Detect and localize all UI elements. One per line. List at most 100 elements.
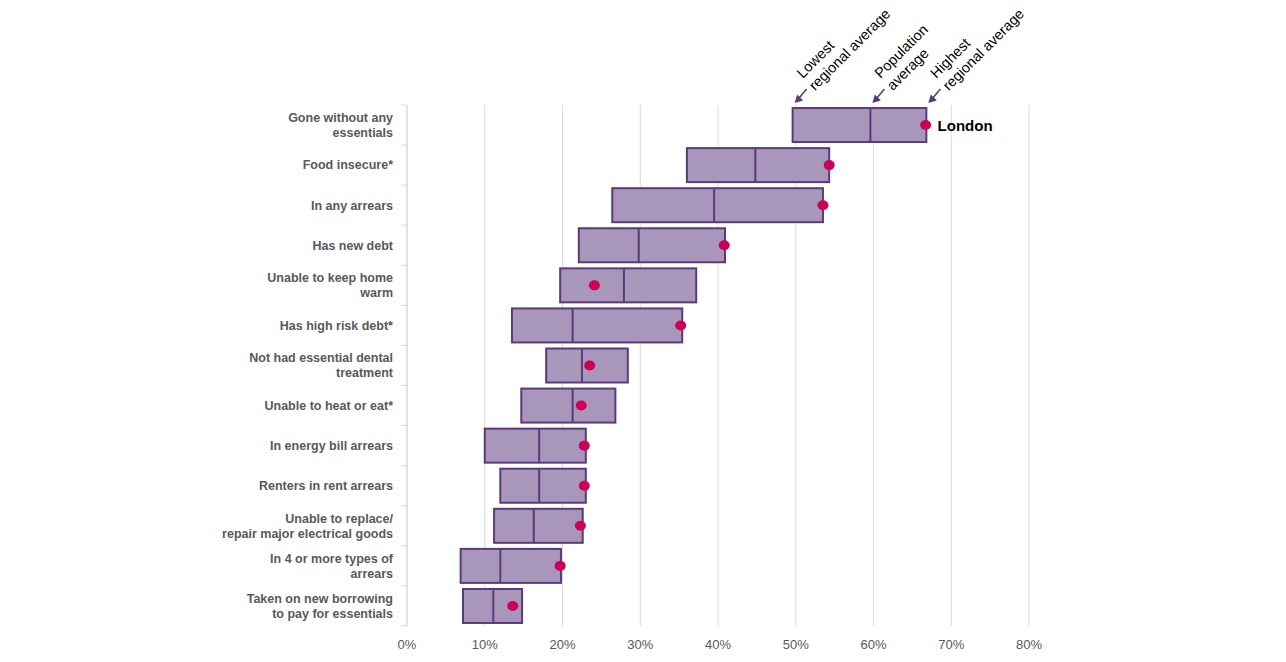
london-point xyxy=(675,320,686,330)
average-line xyxy=(572,389,574,423)
category-label: Not had essential dentaltreatment xyxy=(249,351,394,380)
category-label-line: to pay for essentials xyxy=(272,607,393,621)
category-label-line: repair major electrical goods xyxy=(222,527,393,541)
category-label: Renters in rent arrears xyxy=(259,479,393,493)
grid-line xyxy=(640,105,641,626)
category-tick xyxy=(401,225,407,226)
category-tick xyxy=(401,585,407,586)
london-point xyxy=(576,401,587,411)
range-box xyxy=(461,549,561,583)
london-point xyxy=(824,160,835,170)
category-label: In 4 or more types ofarrears xyxy=(270,552,394,581)
annotation: Populationaverage xyxy=(871,21,943,93)
range-box xyxy=(485,429,586,463)
average-line xyxy=(492,589,494,623)
category-label-line: arrears xyxy=(351,567,393,581)
category-tick xyxy=(401,185,407,186)
category-label: In energy bill arrears xyxy=(270,439,393,453)
range-box xyxy=(512,308,682,342)
london-point xyxy=(920,120,931,130)
range-box xyxy=(494,509,583,543)
category-tick xyxy=(401,626,407,627)
category-tick xyxy=(401,145,407,146)
category-label-line: In energy bill arrears xyxy=(270,439,393,453)
category-label-line: Renters in rent arrears xyxy=(259,479,393,493)
tick-label: 80% xyxy=(1016,637,1042,652)
range-box xyxy=(463,589,522,623)
category-label-line: essentials xyxy=(333,126,394,140)
category-label-line: treatment xyxy=(336,366,394,380)
category-label-line: In any arrears xyxy=(311,199,393,213)
tick-label: 70% xyxy=(938,637,964,652)
category-tick xyxy=(401,265,407,266)
range-box xyxy=(579,228,725,262)
average-line xyxy=(713,188,715,222)
category-label: Gone without anyessentials xyxy=(288,111,393,140)
marks xyxy=(461,108,931,623)
average-line xyxy=(572,308,574,342)
category-label-line: Has new debt xyxy=(312,239,393,253)
category-label: Food insecure* xyxy=(303,158,393,172)
range-box xyxy=(612,188,823,222)
category-label-line: Gone without any xyxy=(288,111,393,125)
range-box xyxy=(500,469,586,503)
annotation-arrowhead xyxy=(872,95,881,104)
range-box xyxy=(521,389,615,423)
tick-label: 0% xyxy=(398,637,417,652)
average-line xyxy=(623,268,625,302)
category-label-line: Has high risk debt* xyxy=(280,319,393,333)
range-box xyxy=(546,349,628,383)
category-label-line: warm xyxy=(359,286,393,300)
average-line xyxy=(499,549,501,583)
average-line xyxy=(533,509,535,543)
category-label: Unable to keep homewarm xyxy=(267,271,393,300)
grid-line xyxy=(951,105,952,626)
range-box xyxy=(687,148,829,182)
london-point xyxy=(719,240,730,250)
category-label: In any arrears xyxy=(311,199,393,213)
average-line xyxy=(581,349,583,383)
tick-label: 40% xyxy=(705,637,731,652)
category-tick xyxy=(401,545,407,546)
tick-label: 60% xyxy=(860,637,886,652)
grid-line xyxy=(407,105,408,626)
london-point xyxy=(507,601,518,611)
grid-line xyxy=(484,105,485,626)
grid-line xyxy=(718,105,719,626)
category-label: Taken on new borrowingto pay for essenti… xyxy=(247,592,393,621)
average-line xyxy=(538,469,540,503)
category-tick xyxy=(401,345,407,346)
category-tick xyxy=(401,465,407,466)
london-point xyxy=(579,481,590,491)
tick-label: 50% xyxy=(783,637,809,652)
london-point xyxy=(579,441,590,451)
category-label: Unable to heat or eat* xyxy=(265,399,394,413)
category-label-line: Not had essential dental xyxy=(249,351,393,365)
average-line xyxy=(869,108,871,142)
london-point xyxy=(555,561,566,571)
category-label: Unable to replace/repair major electrica… xyxy=(222,512,393,541)
london-point xyxy=(575,521,586,531)
range-box xyxy=(560,268,696,302)
tick-label: 30% xyxy=(627,637,653,652)
axis-line xyxy=(407,105,408,626)
category-label-line: Unable to heat or eat* xyxy=(265,399,394,413)
annotation: Highestregional average xyxy=(927,0,1027,93)
annotation-arrowhead xyxy=(928,95,937,104)
tick-label: 20% xyxy=(549,637,575,652)
category-tick xyxy=(401,425,407,426)
category-label: Has new debt xyxy=(312,239,393,253)
grid-line xyxy=(873,105,874,626)
category-tick xyxy=(401,505,407,506)
annotation-arrowhead xyxy=(795,95,804,104)
average-line xyxy=(638,228,640,262)
category-tick xyxy=(401,385,407,386)
annotation-line: regional average xyxy=(939,6,1027,94)
category-label-line: In 4 or more types of xyxy=(270,552,394,566)
category-label: Has high risk debt* xyxy=(280,319,393,333)
category-label-line: Unable to replace/ xyxy=(285,512,393,526)
category-tick xyxy=(401,105,407,106)
range-box xyxy=(793,108,927,142)
average-line xyxy=(538,429,540,463)
average-line xyxy=(754,148,756,182)
